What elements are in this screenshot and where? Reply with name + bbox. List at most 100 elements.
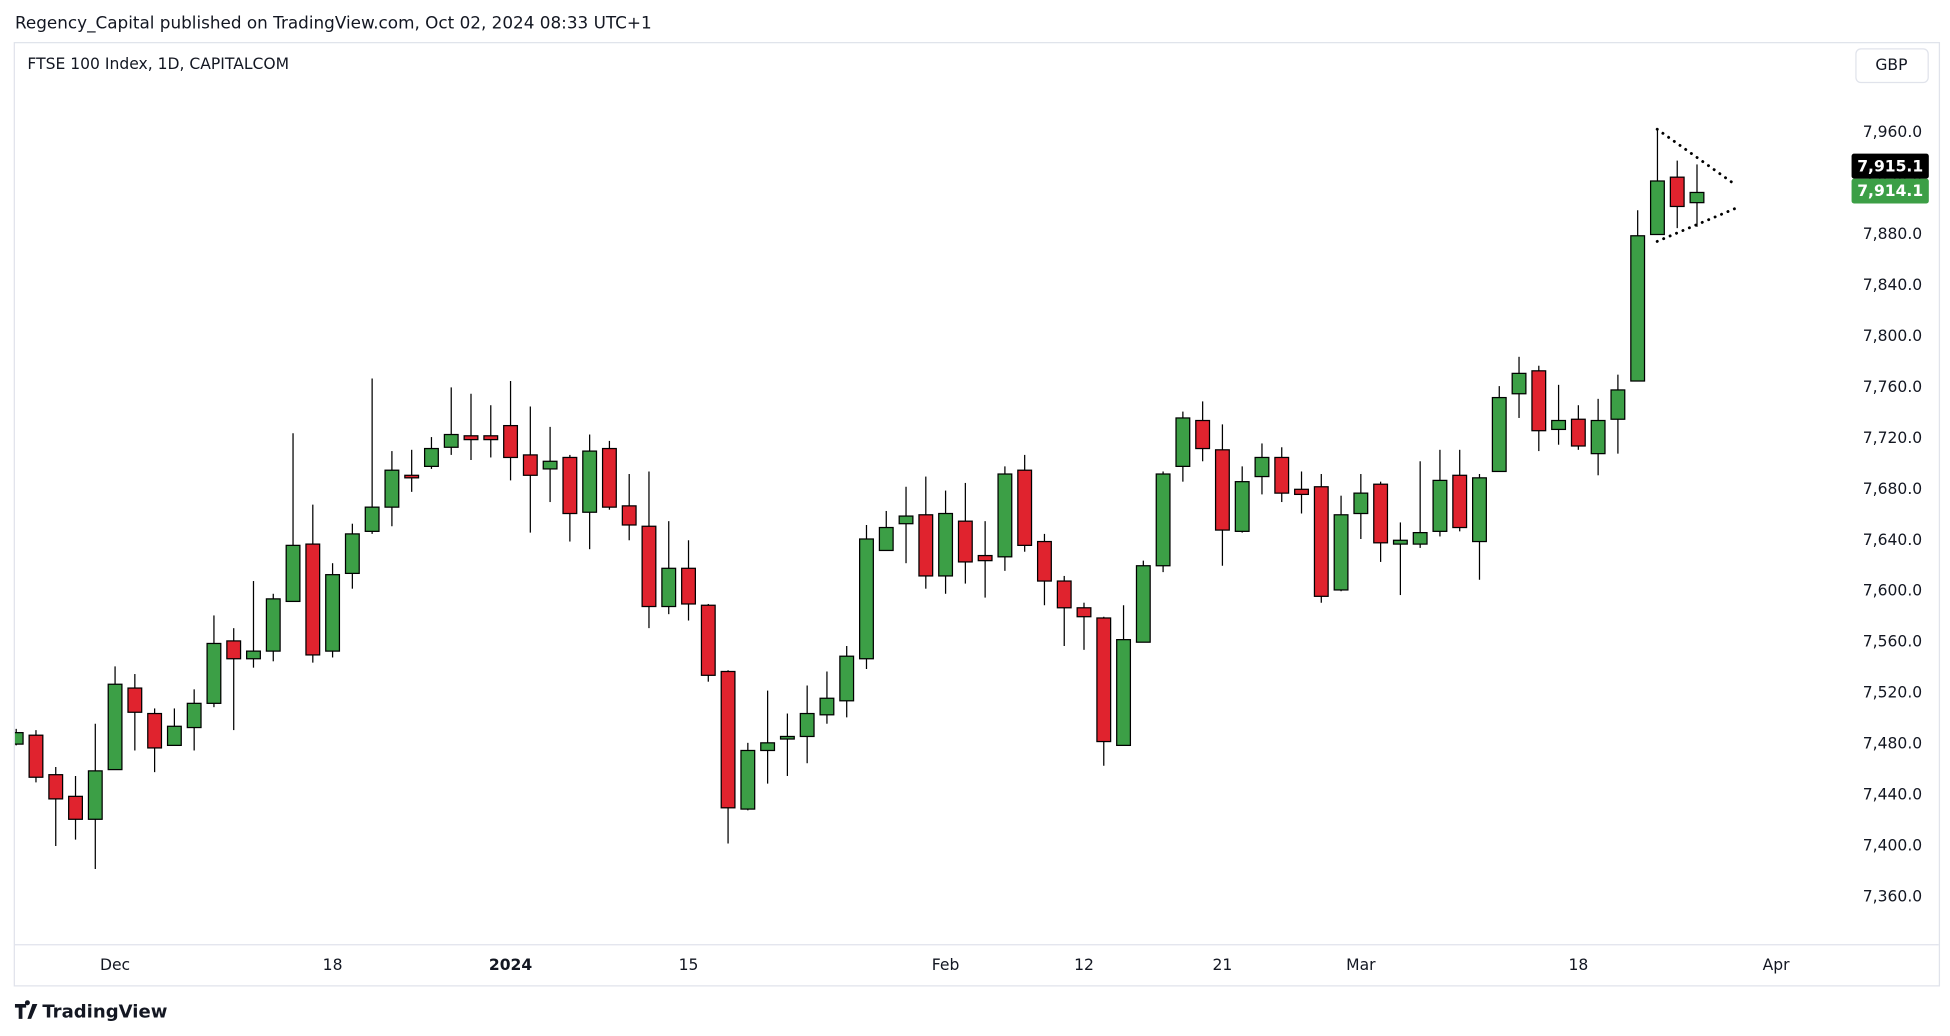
candle-body [48,774,64,800]
candle-body [1373,483,1389,544]
y-tick-label: 7,480.0 [1863,735,1922,753]
y-tick-label: 7,520.0 [1863,684,1922,702]
candle-body [127,687,143,713]
candle-body [582,450,598,513]
candle-body [720,670,736,809]
candle-body [522,454,538,476]
candle-body [997,473,1013,558]
pattern-line [1655,127,1736,186]
candle-body [1649,180,1665,236]
candle-body [404,474,420,479]
candle-body [463,435,479,441]
candle-body [246,650,261,660]
candle-body [147,712,163,749]
candle-body [285,544,301,603]
price-tag-label: 7,914.1 [1857,182,1923,200]
candle-body [1096,617,1112,743]
candle-body [1155,473,1171,567]
brand-logo [14,1000,38,1019]
candle-body [68,795,83,820]
candle-body [1214,449,1230,531]
candle-body [28,734,44,778]
candle-body [1294,488,1309,496]
candle-body [542,460,558,470]
candle-body [1511,372,1527,395]
pattern-line [1655,206,1739,243]
candle-body [1116,639,1132,747]
candle-body [1551,419,1567,431]
candle-body [1570,418,1586,447]
candle-body [819,697,835,716]
candle-body [423,447,439,467]
candle-body [1630,235,1646,382]
candle-body [1076,607,1092,618]
y-tick-label: 7,840.0 [1863,276,1922,294]
y-tick-label: 7,400.0 [1863,837,1922,855]
y-tick-label: 7,800.0 [1863,327,1922,345]
candle-body [483,435,499,441]
candle-body [87,770,103,820]
candle-body [700,604,716,676]
candle-body [621,505,637,526]
price-tag-label: 7,915.1 [1857,157,1923,175]
x-tick-label: 15 [679,956,699,974]
x-tick-label: Mar [1346,956,1376,974]
candle-body [1313,486,1329,597]
candle-body [1135,565,1151,643]
y-tick-label: 7,760.0 [1863,378,1922,396]
candle-body [1017,469,1033,546]
candle-body [779,735,795,740]
candle-body [1590,419,1606,455]
x-tick-label: Apr [1763,956,1791,974]
candle-body [1452,474,1468,529]
candle-body [641,525,657,608]
x-tick-label: 12 [1074,956,1094,974]
currency-label: GBP [1875,56,1907,74]
candle-body [186,702,202,729]
candle-body [681,567,696,605]
candle-body [601,447,617,508]
candle-body [1234,481,1250,532]
x-tick-label: Dec [100,956,130,974]
triangle-pattern [1655,127,1739,243]
candle-body [1274,456,1290,494]
chart-title: FTSE 100 Index, 1D, CAPITALCOM [27,55,289,73]
candle-body [1472,477,1487,543]
candle-body [918,514,934,577]
candle-body [977,554,993,562]
currency-button[interactable] [1855,48,1929,84]
candle-body [859,538,874,660]
x-tick-label: 2024 [489,956,532,974]
candle-body [364,506,380,532]
candle-body [1195,419,1211,450]
candle-body [938,512,954,577]
candle-body [1531,370,1547,432]
y-tick-label: 7,440.0 [1863,786,1922,804]
candle-body [898,515,914,525]
candle-body [878,526,894,552]
candle-body [265,598,281,652]
candle-body [839,655,855,702]
candle-body [562,456,578,515]
x-tick-label: 21 [1213,956,1233,974]
x-tick-label: Feb [932,956,960,974]
candle-body [1669,176,1685,208]
candle-body [1036,540,1052,582]
candle-body [760,742,776,752]
brand-name: TradingView [42,1002,167,1023]
candle-body [384,469,400,508]
y-tick-label: 7,880.0 [1863,225,1922,243]
candle-body [226,640,242,660]
plot-area [14,128,1705,869]
price-tag [1851,178,1929,204]
candle-body [1175,417,1191,467]
candle-body [14,732,24,745]
candle-body [1491,396,1507,473]
y-tick-label: 7,640.0 [1863,531,1922,549]
y-tick-label: 7,720.0 [1863,429,1922,447]
candle-body [661,567,677,608]
candle-body [957,520,973,563]
candle-body [1353,492,1369,515]
y-tick-label: 7,680.0 [1863,480,1922,498]
candle-body [325,574,341,652]
